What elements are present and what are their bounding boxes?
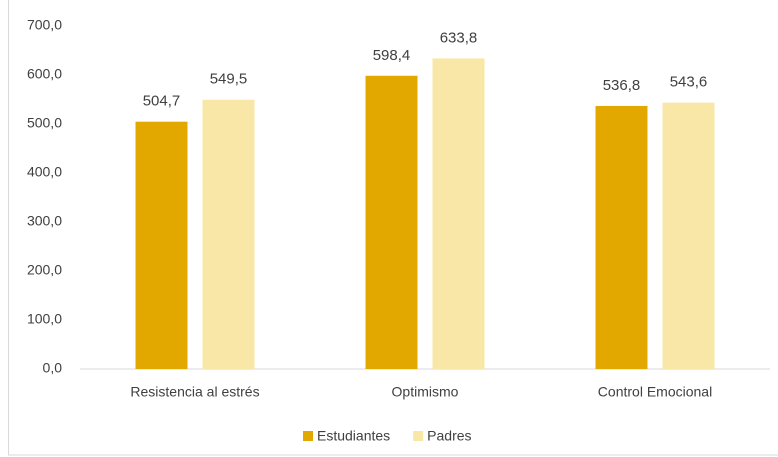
- y-tick-label: 0,0: [43, 360, 63, 376]
- legend-label: Estudiantes: [317, 428, 390, 444]
- y-tick-label: 700,0: [27, 17, 62, 33]
- bar: [432, 58, 485, 370]
- value-label: 504,7: [143, 93, 181, 110]
- value-label: 549,5: [210, 71, 248, 88]
- bar: [202, 99, 255, 370]
- y-tick-label: 400,0: [27, 164, 62, 180]
- bar: [595, 105, 648, 369]
- x-tick-label: Control Emocional: [598, 384, 712, 400]
- value-label: 598,4: [373, 47, 411, 64]
- bar: [365, 75, 418, 369]
- legend-swatch: [303, 431, 313, 441]
- legend-swatch: [413, 431, 424, 441]
- y-tick-label: 500,0: [27, 115, 62, 131]
- value-label: 633,8: [440, 29, 478, 46]
- value-label: 543,6: [670, 74, 708, 91]
- bar: [662, 102, 715, 370]
- chart-border: [8, 0, 778, 456]
- bar: [135, 121, 188, 370]
- y-tick-label: 600,0: [27, 66, 62, 82]
- y-tick-label: 300,0: [27, 213, 62, 229]
- value-label: 536,8: [603, 77, 641, 94]
- x-tick-label: Resistencia al estrés: [130, 384, 259, 400]
- legend-label: Padres: [427, 428, 471, 444]
- y-tick-label: 200,0: [27, 262, 62, 278]
- y-tick-label: 100,0: [27, 311, 62, 327]
- x-tick-label: Optimismo: [392, 384, 459, 400]
